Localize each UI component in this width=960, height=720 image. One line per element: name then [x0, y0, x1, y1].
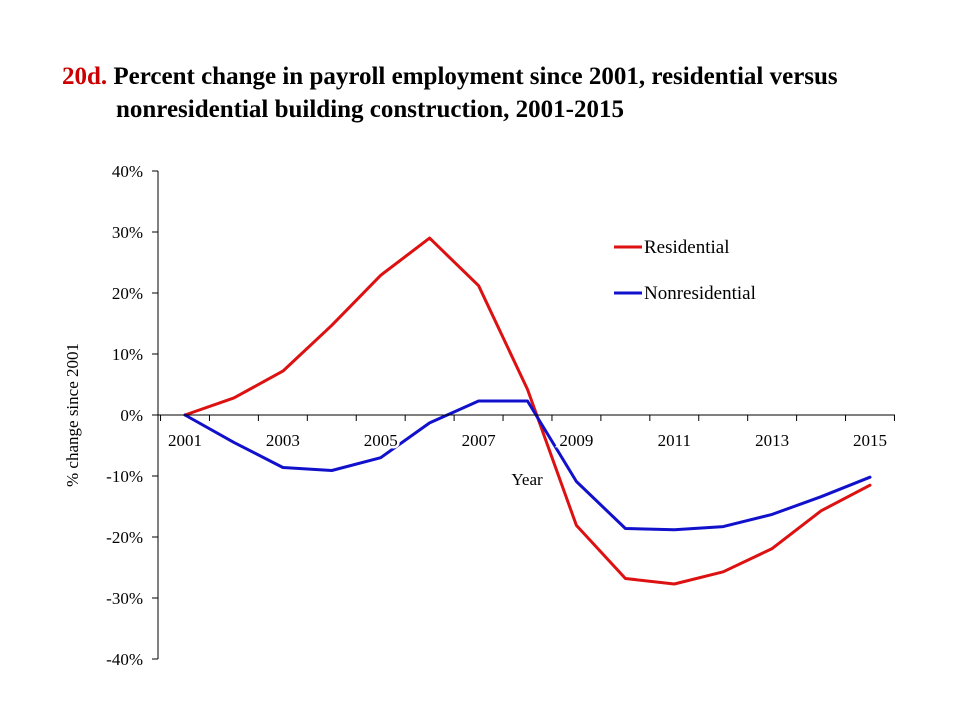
x-tick-label: 2007	[462, 431, 497, 450]
chart-title-line2: nonresidential building construction, 20…	[116, 96, 624, 123]
series-layer	[183, 236, 872, 586]
legend-label: Residential	[644, 237, 729, 258]
y-tick-label: -40%	[106, 650, 143, 669]
y-tick-label: -30%	[106, 589, 143, 608]
chart-title: 20d. Percent change in payroll employmen…	[62, 60, 942, 126]
series-line-nonresidential	[183, 399, 872, 532]
legend: Residential Nonresidential	[614, 237, 756, 304]
y-tick-label: 40%	[112, 162, 143, 181]
x-axis: 2001 2003 2005 2007 2009 2011 2013 2015	[158, 414, 895, 453]
x-tick-label: 2011	[658, 431, 691, 450]
chart-number: 20d.	[62, 63, 108, 90]
x-tick-label: 2013	[755, 431, 789, 450]
series-line-residential	[183, 236, 872, 586]
y-tick-label: 0%	[120, 406, 143, 425]
x-tick-label: 2009	[559, 431, 593, 450]
y-axis: 40% 30% 20% 10% 0% -10% -20% -30% -40%	[106, 162, 159, 669]
y-tick-label: -20%	[106, 528, 143, 547]
x-axis-label: Year	[511, 470, 543, 489]
chart-title-line1: Percent change in payroll employment sin…	[113, 63, 838, 90]
y-tick-label: 20%	[112, 284, 143, 303]
legend-label: Nonresidential	[644, 283, 756, 304]
x-tick-label: 2001	[168, 431, 202, 450]
x-tick-label: 2003	[266, 431, 300, 450]
y-axis-label: % change since 2001	[63, 343, 82, 487]
y-tick-label: -10%	[106, 467, 143, 486]
x-tick-label: 2015	[853, 431, 887, 450]
y-tick-label: 10%	[112, 345, 143, 364]
x-tick-label: 2005	[364, 431, 398, 450]
y-tick-label: 30%	[112, 223, 143, 242]
